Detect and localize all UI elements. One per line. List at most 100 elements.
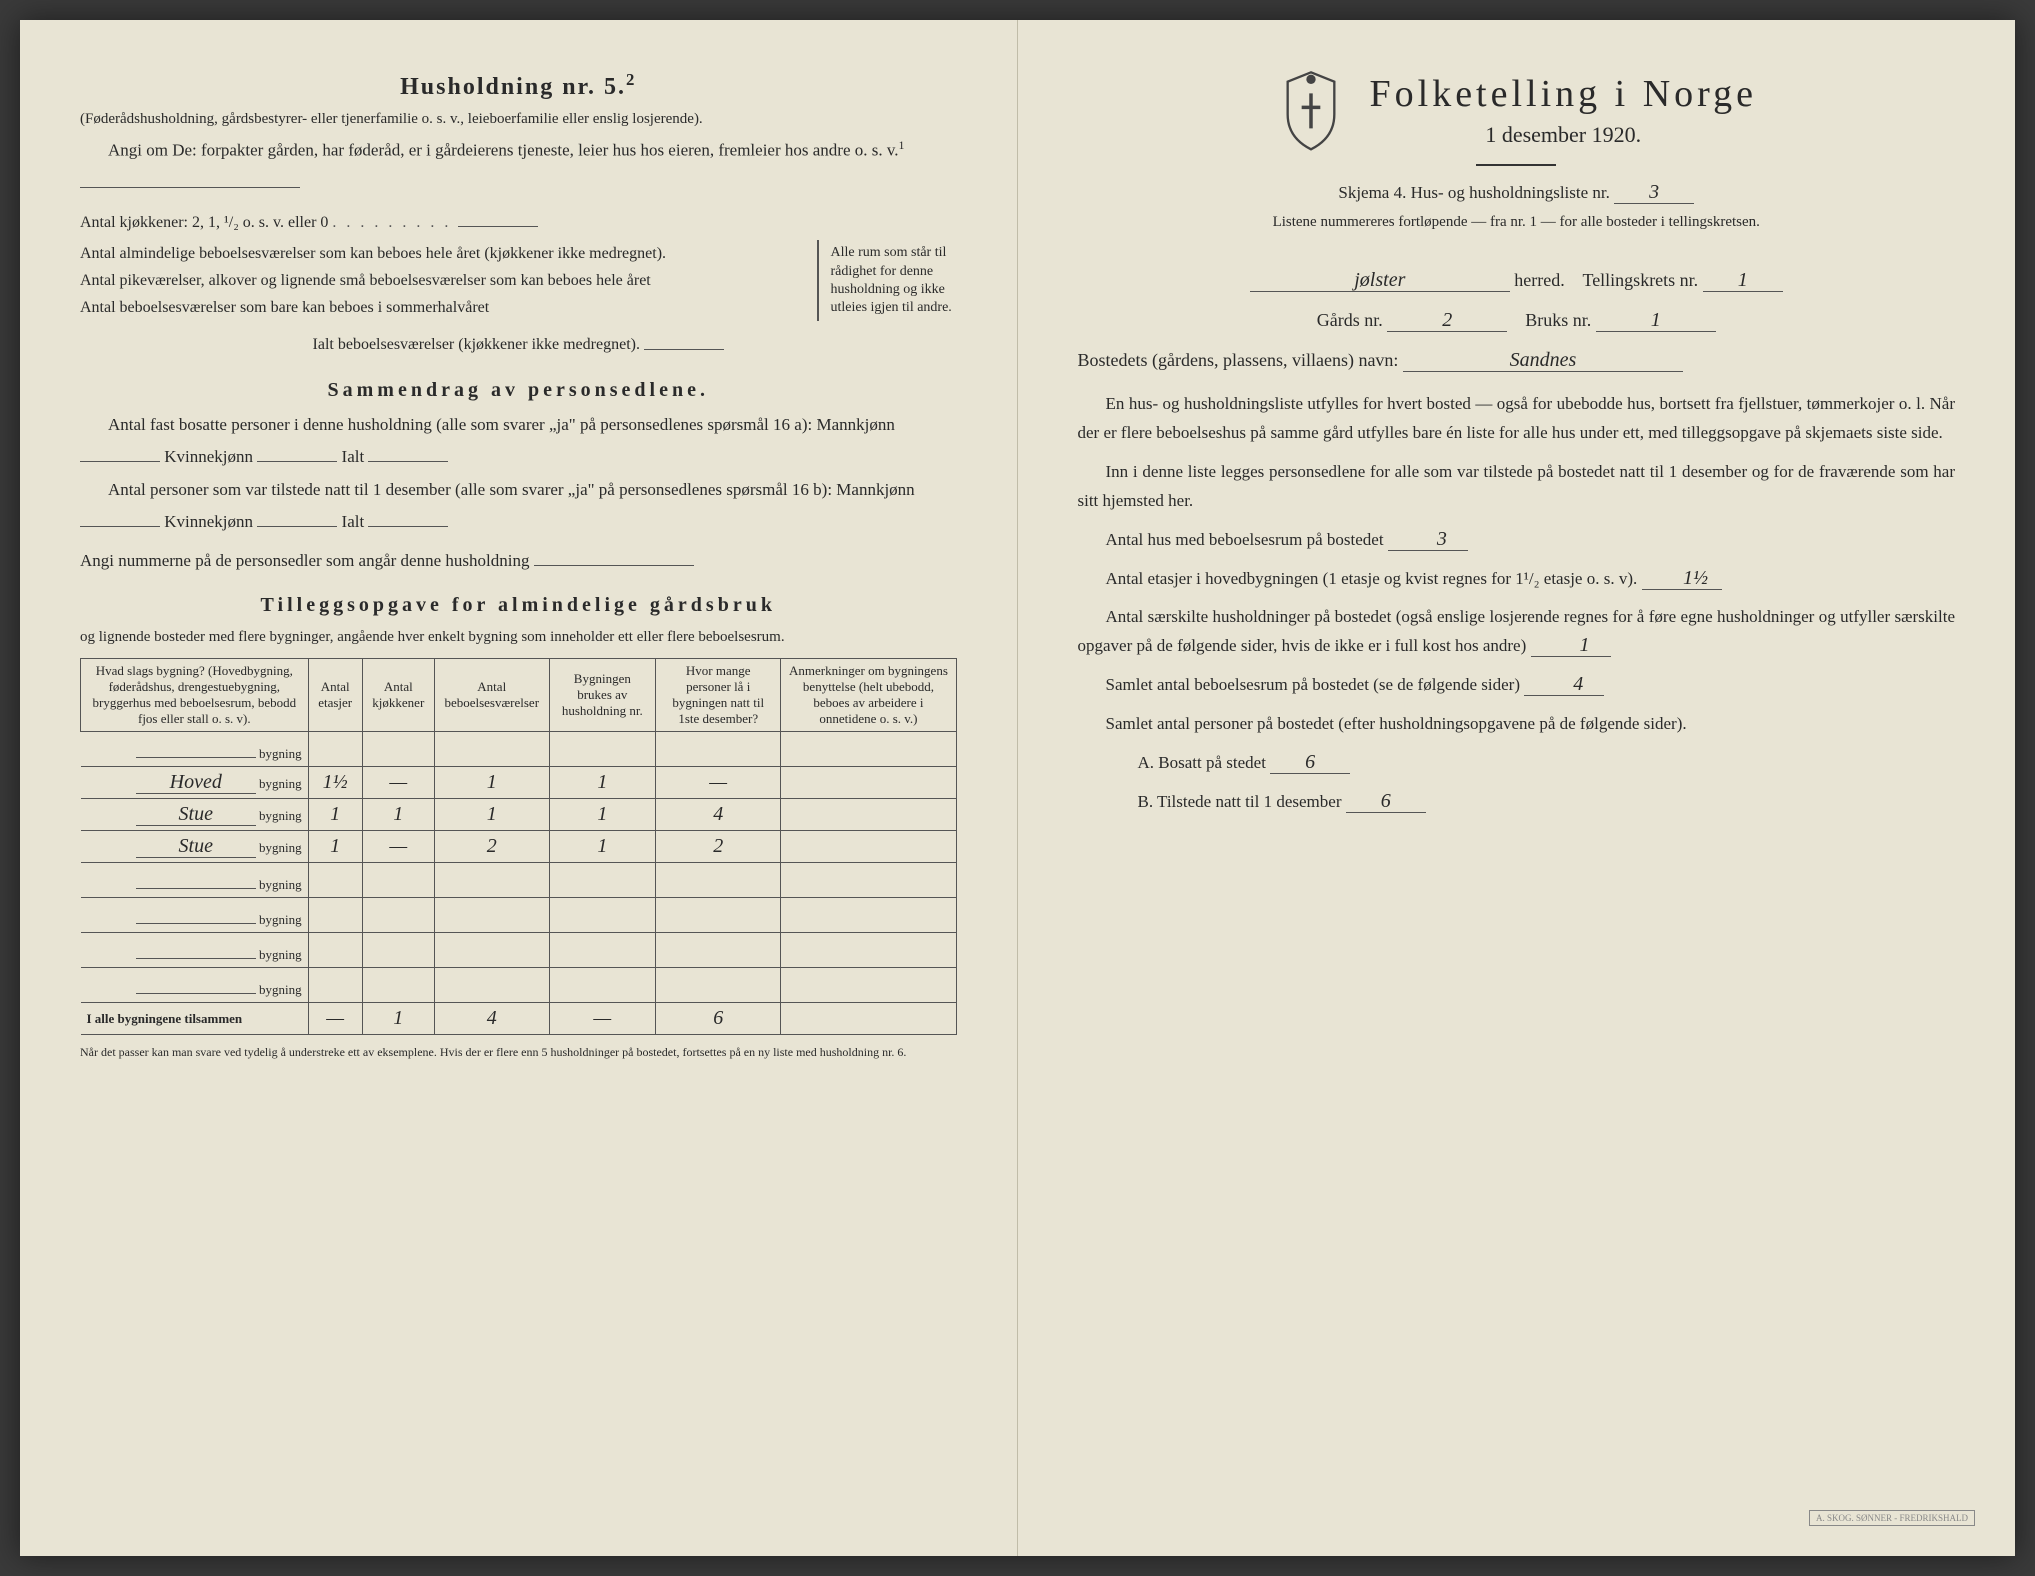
household-heading-text: Husholdning nr. 5.: [400, 74, 626, 100]
intro-angi-sup: 1: [899, 138, 905, 152]
bosted-label: Bostedets (gårdens, plassens, villaens) …: [1078, 350, 1399, 370]
left-page: Husholdning nr. 5.2 (Føderådshusholdning…: [20, 20, 1018, 1556]
row-val-cell: [308, 732, 362, 767]
th-personer: Hvor mange personer lå i bygningen natt …: [656, 659, 781, 732]
a-value: 6: [1270, 752, 1350, 774]
total-5: [781, 1003, 956, 1035]
kjokken-label: Antal kjøkkener: 2, 1, ¹/₂ o. s. v. elle…: [80, 214, 328, 231]
row-val-cell: —: [362, 767, 434, 799]
brace-note: Alle rum som står til rådighet for denne…: [817, 240, 957, 322]
kvinne-blank-2: [257, 503, 337, 527]
table-row: bygning: [81, 898, 957, 933]
row-val-cell: [308, 968, 362, 1003]
brace-left: Antal almindelige beboelsesværelser som …: [80, 240, 817, 322]
row-val-cell: [656, 898, 781, 933]
row-val-cell: [549, 898, 655, 933]
tellingskrets-label: Tellingskrets nr.: [1582, 270, 1698, 290]
th-anmerk: Anmerkninger om bygningens benyttelse (h…: [781, 659, 956, 732]
ialt-label: Ialt beboelsesværelser (kjøkkener ikke m…: [313, 337, 640, 354]
bygning-table: Hvad slags bygning? (Hovedbygning, føder…: [80, 658, 957, 1035]
samlet-rum-row: Samlet antal beboelsesrum på bostedet (s…: [1078, 671, 1956, 700]
bruks-label: Bruks nr.: [1525, 310, 1591, 330]
row-val-cell: [549, 732, 655, 767]
row-val-cell: 1: [308, 799, 362, 831]
footnote: Når det passer kan man svare ved tydelig…: [80, 1045, 957, 1061]
table-row: Stue bygning1—212: [81, 831, 957, 863]
th-etasjer: Antal etasjer: [308, 659, 362, 732]
row-val-cell: 1: [308, 831, 362, 863]
angi-num-text: Angi nummerne på de personsedler som ang…: [80, 551, 529, 570]
th-kjokken: Antal kjøkkener: [362, 659, 434, 732]
kvinne-label-2: Kvinnekjønn: [164, 512, 253, 531]
row-val-cell: 1: [434, 799, 549, 831]
total-label: I alle bygningene tilsammen: [81, 1003, 309, 1035]
table-body: bygningHoved bygning1½—11—Stue bygning11…: [81, 732, 957, 1003]
antal-etasjer-value: 1½: [1642, 568, 1722, 590]
ialt-blank-1: [368, 438, 448, 462]
row-val-cell: —: [362, 831, 434, 863]
bruks-value: 1: [1596, 310, 1716, 332]
title-main: Folketelling i Norge: [1370, 72, 1758, 116]
row-val-cell: [549, 968, 655, 1003]
total-4: 6: [656, 1003, 781, 1035]
gards-row: Gårds nr. 2 Bruks nr. 1: [1078, 301, 1956, 341]
antal-hush-row: Antal særskilte husholdninger på bostede…: [1078, 603, 1956, 661]
row-val-cell: 1: [549, 767, 655, 799]
para2: Inn i denne liste legges personsedlene f…: [1078, 458, 1956, 516]
row-val-cell: [656, 732, 781, 767]
household-heading-sup: 2: [626, 70, 636, 89]
skjema-label: Skjema 4. Hus- og husholdningsliste nr.: [1338, 183, 1610, 202]
skjema-value: 3: [1614, 182, 1694, 204]
antal-etasjer-row: Antal etasjer i hovedbygningen (1 etasje…: [1078, 565, 1956, 594]
b-row: B. Tilstede natt til 1 desember 6: [1078, 788, 1956, 817]
b-label: B. Tilstede natt til 1 desember: [1138, 792, 1342, 811]
row-name-cell: bygning: [81, 863, 309, 898]
a-row: A. Bosatt på stedet 6: [1078, 749, 1956, 778]
angi-blank: [80, 164, 300, 188]
listene-note: Listene nummereres fortløpende — fra nr.…: [1078, 212, 1956, 233]
angi-num-blank: [534, 542, 694, 566]
mann-blank-2: [80, 503, 160, 527]
row-val-cell: [362, 933, 434, 968]
row-name-cell: Stue bygning: [81, 799, 309, 831]
gards-value: 2: [1387, 310, 1507, 332]
kvinne-label-1: Kvinnekjønn: [164, 447, 253, 466]
ialt-label-1: Ialt: [342, 447, 365, 466]
herred-label: herred.: [1514, 270, 1564, 290]
brace-line-3: Antal beboelsesværelser som bare kan beb…: [80, 294, 817, 321]
skjema-line: Skjema 4. Hus- og husholdningsliste nr. …: [1078, 180, 1956, 206]
ialt-line: Ialt beboelsesværelser (kjøkkener ikke m…: [80, 325, 957, 358]
row-val-cell: [362, 863, 434, 898]
row-val-cell: [434, 732, 549, 767]
sammen-line-1: Antal fast bosatte personer i denne hush…: [80, 412, 957, 471]
row-val-cell: 1: [434, 767, 549, 799]
row-val-cell: [549, 863, 655, 898]
row-val-cell: 4: [656, 799, 781, 831]
title-sub: 1 desember 1920.: [1370, 122, 1758, 148]
row-name-cell: bygning: [81, 968, 309, 1003]
row-val-cell: [434, 933, 549, 968]
antal-hush-label: Antal særskilte husholdninger på bostede…: [1078, 607, 1956, 655]
sammendrag-heading: Sammendrag av personsedlene.: [80, 379, 957, 402]
herred-value: jølster: [1250, 270, 1510, 292]
row-val-cell: [549, 933, 655, 968]
kjokken-line: Antal kjøkkener: 2, 1, ¹/₂ o. s. v. elle…: [80, 203, 957, 236]
table-head: Hvad slags bygning? (Hovedbygning, føder…: [81, 659, 957, 732]
total-1: 1: [362, 1003, 434, 1035]
dotfill: [332, 214, 458, 231]
table-row: bygning: [81, 732, 957, 767]
kjokken-blank: [458, 203, 538, 227]
total-2: 4: [434, 1003, 549, 1035]
sammen-line-2: Antal personer som var tilstede natt til…: [80, 477, 957, 536]
sammen1-text: Antal fast bosatte personer i denne hush…: [108, 415, 895, 434]
row-val-cell: [308, 933, 362, 968]
total-3: —: [549, 1003, 655, 1035]
a-label: A. Bosatt på stedet: [1138, 753, 1266, 772]
row-val-cell: [434, 968, 549, 1003]
row-val-cell: [434, 898, 549, 933]
tellingskrets-value: 1: [1703, 270, 1783, 292]
kvinne-blank-1: [257, 438, 337, 462]
antal-hush-value: 1: [1531, 635, 1611, 657]
table-foot: I alle bygningene tilsammen — 1 4 — 6: [81, 1003, 957, 1035]
row-val-cell: [781, 767, 956, 799]
